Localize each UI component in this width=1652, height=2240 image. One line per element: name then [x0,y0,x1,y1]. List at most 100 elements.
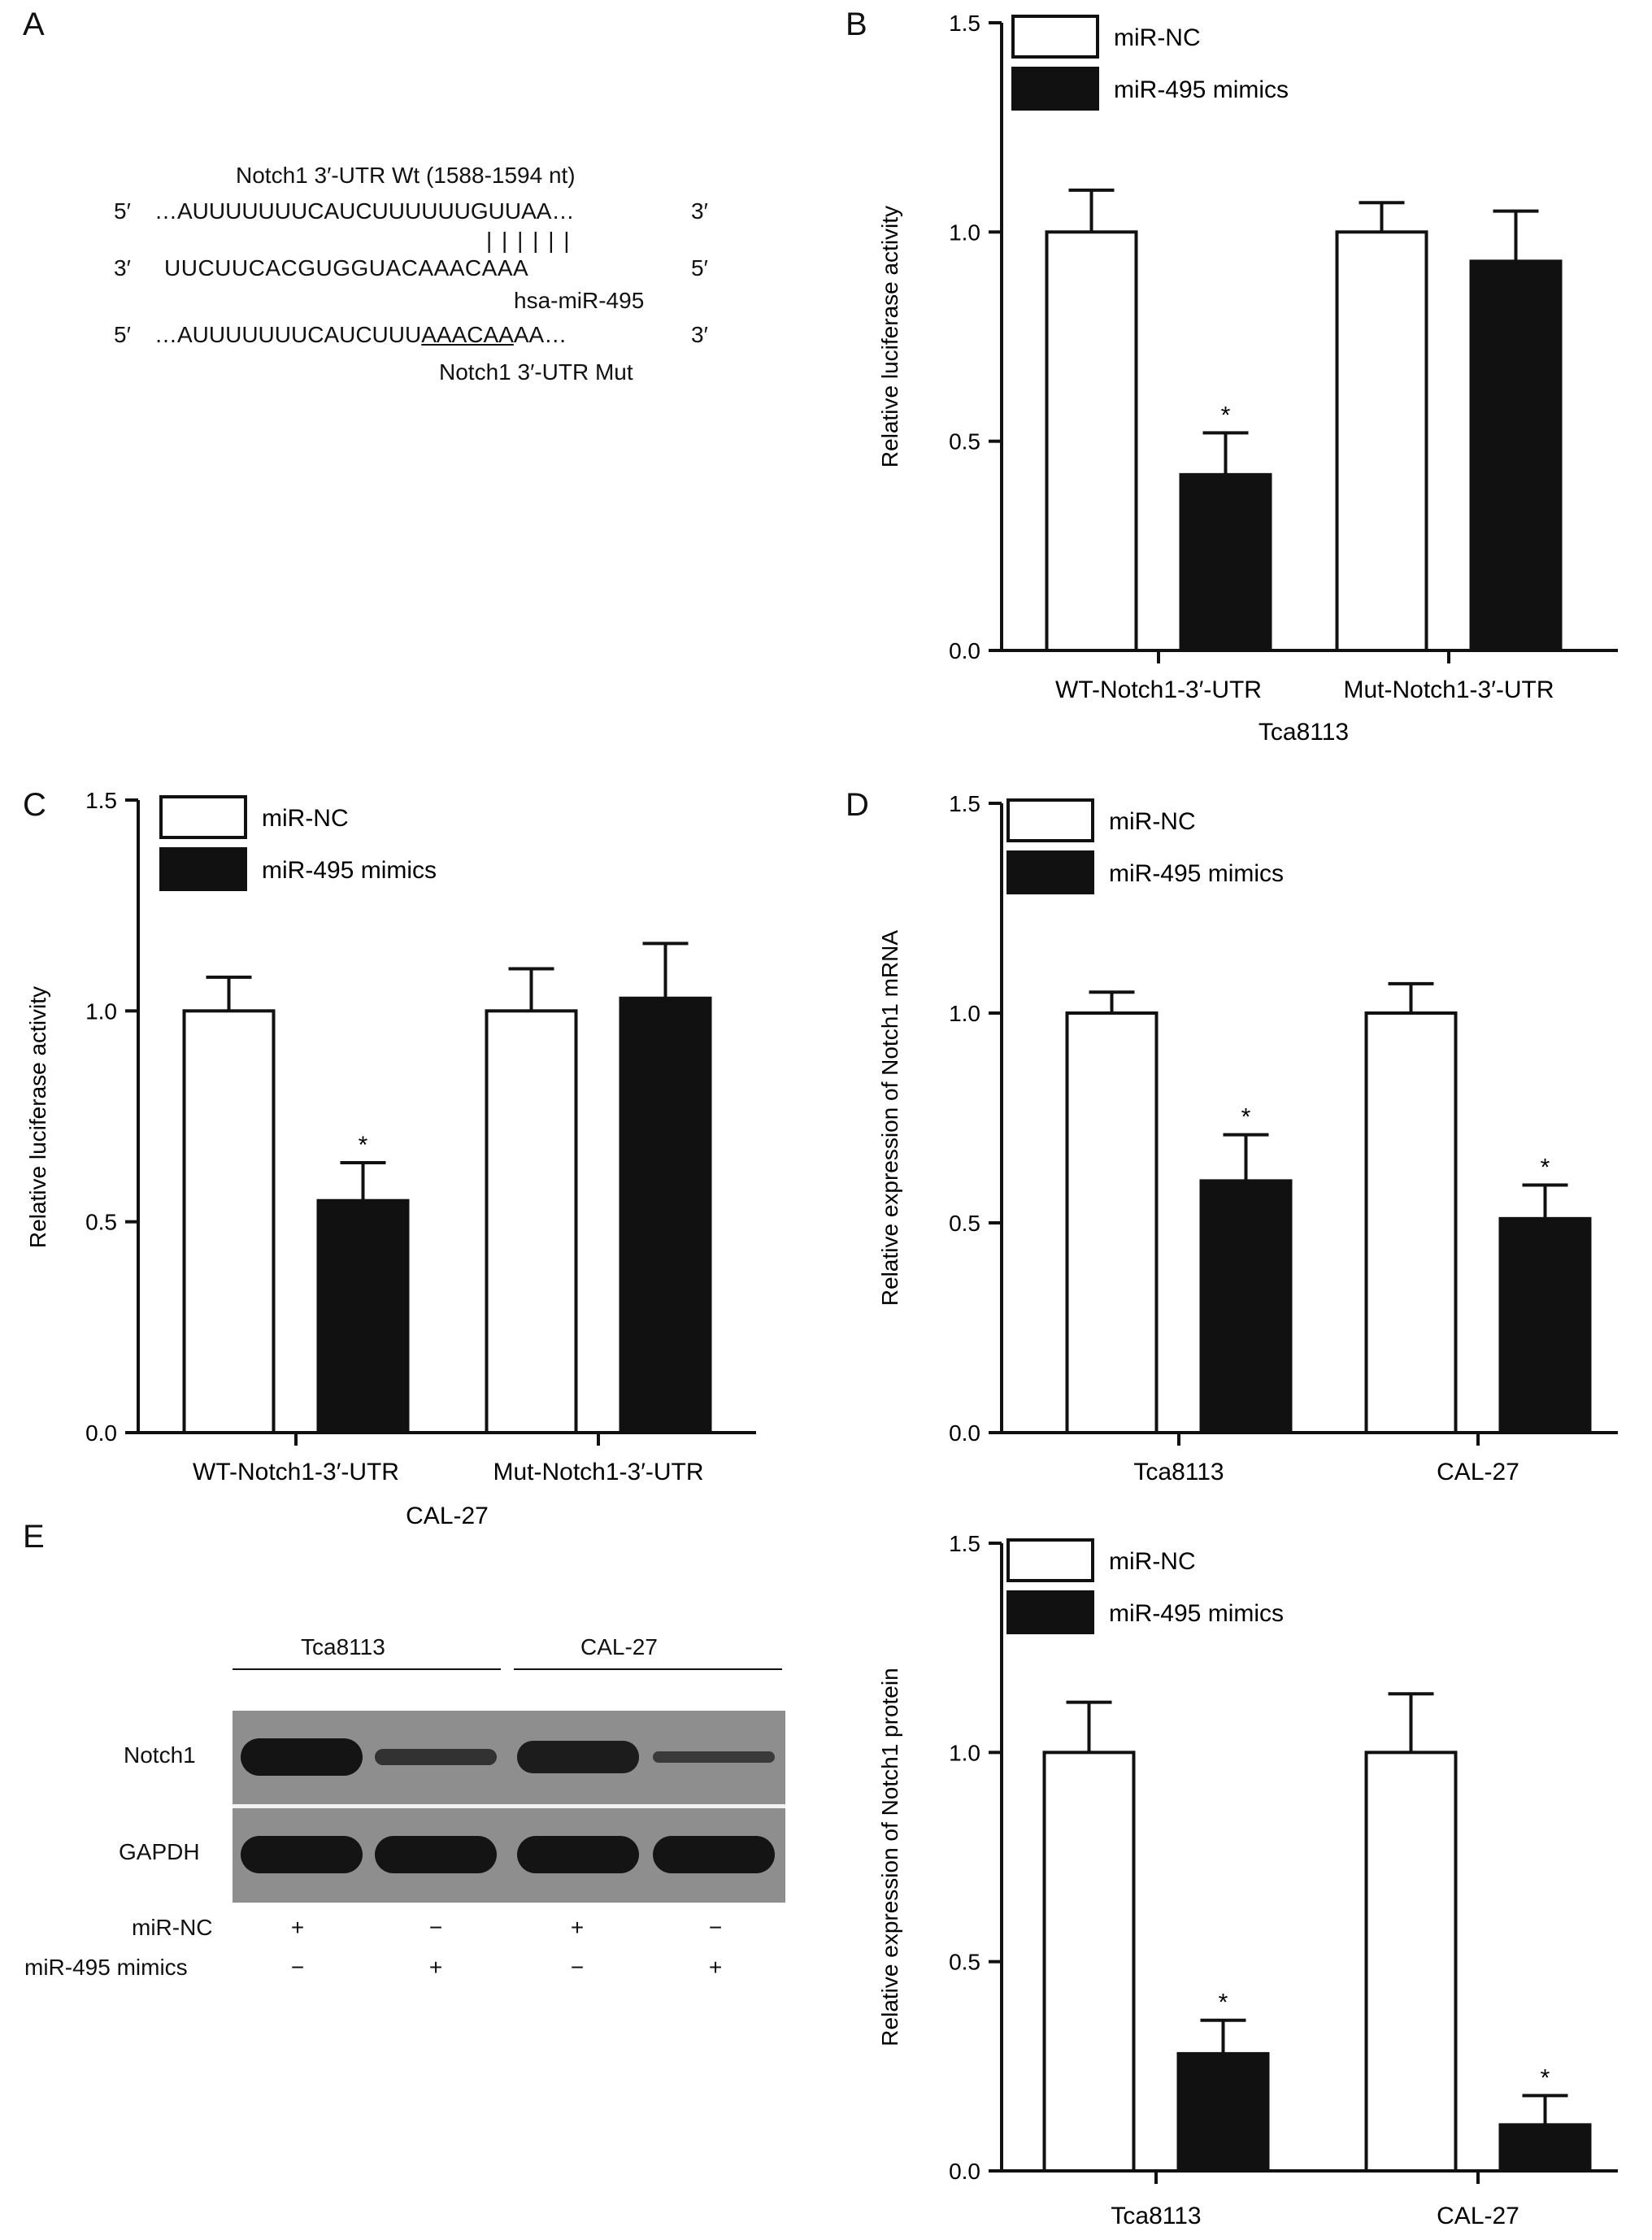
chart-b-y-tick-label: 0.0 [949,638,980,663]
blot-band-notch1-lane-1 [241,1738,363,1776]
chart-d-significance-star: * [1541,1155,1550,1181]
chart-c-legend-swatch [159,795,247,839]
chart-e-significance-star: * [1541,2064,1550,2091]
chart-b-y-tick-label: 1.5 [949,11,980,36]
blot-group-line-tca8113 [233,1668,501,1670]
chart-d-bar-mir-495-1 [1199,1179,1293,1435]
blot-group-tca8113: Tca8113 [301,1634,385,1659]
chart-c-x-tick-label: Mut-Notch1-3′-UTR [493,1459,704,1485]
condition-sign: + [428,1955,443,1980]
condition-sign: − [290,1955,305,1980]
mut-sequence-post: AA… [513,322,567,347]
blot-group-line-cal27 [514,1668,782,1670]
chart-b-legend-label: miR-495 mimics [1114,76,1289,103]
mir-sequence: UUCUUCACGUGGUACAAACAAA [164,255,529,281]
blot-band-notch1-lane-4 [653,1751,775,1763]
blot-row-label-gapdh: GAPDH [119,1839,200,1864]
chart-e-y-tick-label: 0.5 [949,1950,980,1975]
chart-c-y-tick-label: 0.0 [85,1420,117,1446]
chart-d-bar-mir-nc-2 [1364,1011,1458,1434]
chart-e-legend-swatch [1006,1590,1094,1634]
blot-band-gapdh-lane-2 [375,1836,497,1873]
blot-row-label-notch1: Notch1 [124,1742,196,1768]
mut-title: Notch1 3′-UTR Mut [439,359,633,385]
chart-b-group-label: Tca8113 [1259,719,1349,746]
chart-e-legend-label: miR-NC [1109,1548,1196,1575]
chart-d-y-tick-label: 1.0 [949,1001,980,1026]
chart-d-y-tick-label: 1.5 [949,791,980,816]
panel-letter-c: C [23,787,46,823]
panel-letter-a: A [23,7,45,42]
chart-d-bar-mir-495-2 [1498,1216,1592,1434]
chart-b-bar-mir-495-2 [1469,259,1563,652]
chart-b-x-tick-label: Mut-Notch1-3′-UTR [1344,676,1554,703]
chart-d-x-tick-label: Tca8113 [1133,1459,1224,1485]
chart-e-bar-mir-nc-2 [1364,1751,1458,2173]
chart-c-bar-mir-nc-1 [182,1009,276,1435]
blot-band-gapdh-lane-4 [653,1836,775,1873]
chart-c-bar-mir-495-2 [619,996,712,1434]
chart-c-bar-mir-495-1 [316,1198,410,1434]
mut-sequence: …AUUUUUUUCAUCUUUAAACAAAA… [154,322,567,348]
chart-e-legend-label: miR-495 mimics [1109,1600,1284,1627]
panel-letter-b: B [846,7,867,42]
chart-c-bar-mir-nc-2 [485,1009,578,1435]
chart-d-x-tick-label: CAL-27 [1437,1459,1519,1485]
chart-d-significance-star: * [1241,1104,1251,1131]
blot-row-separator [233,1804,785,1808]
mut-sequence-pre: …AUUUUUUUCAUCUUU [154,322,422,347]
chart-d-y-tick-label: 0.5 [949,1211,980,1236]
condition-sign: + [708,1955,723,1980]
chart-b-y-tick-label: 1.0 [949,220,980,245]
chart-c-legend-label: miR-495 mimics [262,857,437,884]
blot-band-notch1-lane-3 [517,1741,639,1773]
chart-e-bar-mir-nc-1 [1042,1751,1136,2173]
chart-d-y-tick-label: 0.0 [949,1420,980,1446]
wt-3-prime: 3′ [691,198,708,224]
mir-name: hsa-miR-495 [514,288,645,313]
mut-3-prime: 3′ [691,322,708,347]
blot-band-notch1-lane-2 [375,1748,497,1766]
chart-d-bar-mir-nc-1 [1065,1011,1159,1434]
chart-b-x-tick-label: WT-Notch1-3′-UTR [1055,676,1262,703]
chart-d-legend-swatch [1006,798,1094,842]
chart-e-significance-star: * [1219,1990,1228,2016]
chart-c-legend-swatch [159,847,247,891]
chart-e-bar-mir-495-2 [1498,2123,1592,2173]
chart-e-y-tick-label: 1.0 [949,1740,980,1765]
condition-sign: − [570,1955,585,1980]
condition-sign: − [428,1915,443,1940]
chart-c-y-tick-label: 0.5 [85,1210,117,1235]
condition-sign: + [570,1915,585,1940]
chart-d-legend-label: miR-NC [1109,808,1196,835]
panel-letter-d: D [846,787,869,823]
mir-3-prime: 3′ [114,255,131,281]
pairing-lines: | | | | | | [486,228,572,253]
chart-c-legend-label: miR-NC [262,805,349,832]
blot-band-gapdh-lane-1 [241,1836,363,1873]
mut-site: AAACAA [421,322,514,347]
chart-c-x-tick-label: WT-Notch1-3′-UTR [193,1459,399,1485]
blot-group-cal27: CAL-27 [580,1634,658,1659]
chart-c-significance-star: * [359,1132,368,1159]
wt-sequence: …AUUUUUUUCAUCUUUUUUGUUAA… [154,198,575,224]
chart-b-legend-label: miR-NC [1114,24,1201,51]
wt-5-prime: 5′ [114,198,131,224]
chart-b-y-tick-label: 0.5 [949,429,980,455]
condition-sign: − [708,1915,723,1940]
chart-d-y-axis-label: Relative expression of Notch1 mRNA [877,930,902,1307]
chart-c-y-tick-label: 1.0 [85,998,117,1024]
chart-b-legend-swatch [1011,67,1099,111]
panel-letter-e: E [23,1519,45,1555]
chart-e-legend-swatch [1006,1538,1094,1582]
blot-image [233,1711,785,1903]
mir-5-prime: 5′ [691,255,708,281]
chart-b-bar-mir-nc-2 [1335,230,1428,653]
condition-label-mir-495: miR-495 mimics [24,1955,188,1980]
blot-band-gapdh-lane-3 [517,1836,639,1873]
chart-b-y-axis-label: Relative luciferase activity [877,206,902,468]
condition-sign: + [290,1915,305,1940]
chart-b-legend-swatch [1011,15,1099,59]
chart-e-y-axis-label: Relative expression of Notch1 protein [877,1668,902,2046]
chart-e-x-tick-label: Tca8113 [1111,2203,1201,2229]
